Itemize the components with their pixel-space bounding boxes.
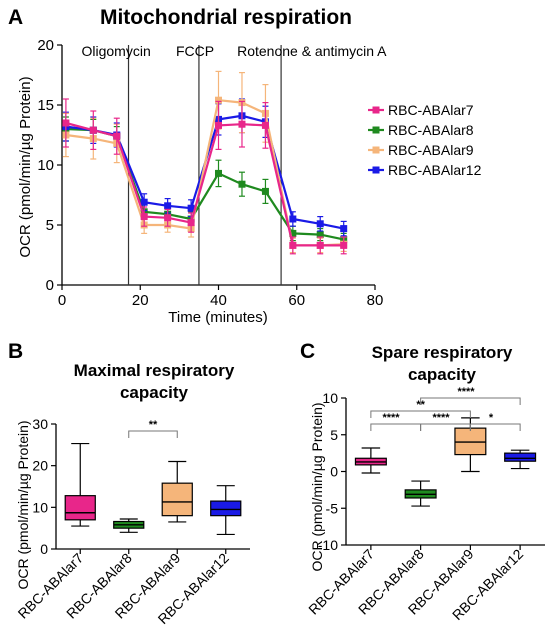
y-tick-label: 0 [46, 277, 54, 294]
y-tick-label: 0 [330, 464, 338, 480]
data-point [164, 202, 172, 210]
significance-label: * [489, 412, 494, 424]
x-tick-label: 40 [210, 292, 227, 309]
series-line [115, 135, 192, 224]
y-tick-label: -10 [318, 537, 338, 553]
panel-label-c: C [300, 340, 315, 363]
significance-label: ** [149, 419, 158, 431]
significance-label: **** [382, 412, 400, 424]
data-point [187, 204, 195, 212]
injection-label: Oligomycin [82, 43, 151, 59]
legend-marker [372, 166, 380, 174]
data-point [316, 241, 324, 249]
data-point [62, 119, 70, 127]
data-point [215, 169, 222, 177]
panel-label-b: B [8, 340, 23, 363]
y-tick-label: 5 [46, 217, 54, 234]
x-tick-label: 0 [58, 292, 66, 309]
y-tick-label: 20 [37, 37, 54, 54]
data-point [89, 126, 97, 134]
y-tick-label: 30 [32, 416, 48, 432]
data-point [187, 219, 195, 227]
chart-b-ylabel: OCR (pmol/min/µg Protein) [15, 420, 31, 589]
data-point [140, 213, 148, 221]
chart-c-ylabel: OCR (pmol/min/µg Protein) [309, 402, 325, 571]
significance-bracket [370, 423, 422, 431]
data-point [261, 187, 269, 195]
series-line [115, 134, 192, 210]
chart-a-xlabel: Time (minutes) [168, 309, 267, 326]
series-line [264, 125, 344, 247]
chart-b-title-line2: capacity [120, 383, 189, 402]
significance-bracket [420, 397, 521, 405]
chart-c: Spare respiratory capacity OCR (pmol/min… [305, 343, 545, 623]
series-line [264, 190, 344, 241]
data-point [238, 180, 246, 188]
panel-label-a: A [8, 6, 23, 29]
chart-a: Mitochondrial respiration OCR (pmol/min/… [17, 6, 482, 326]
significance-label: **** [457, 386, 475, 398]
series-line [264, 121, 344, 230]
box [454, 427, 487, 456]
legend-marker [372, 146, 380, 154]
significance-label: **** [432, 412, 450, 424]
data-point [316, 231, 324, 239]
significance-bracket [370, 410, 471, 418]
data-point [289, 215, 297, 223]
legend-marker [372, 126, 380, 134]
x-tick-label: 60 [288, 292, 305, 309]
data-point [215, 121, 222, 129]
box [161, 482, 193, 517]
data-point [215, 96, 222, 104]
legend-marker [372, 106, 380, 114]
data-point [113, 132, 121, 140]
data-point [289, 229, 297, 237]
data-point [140, 198, 148, 206]
y-tick-label: 10 [32, 499, 48, 515]
series-line [190, 114, 266, 209]
data-point [316, 220, 324, 228]
chart-c-title-line1: Spare respiratory [372, 343, 513, 362]
y-tick-label: 10 [37, 157, 54, 174]
significance-bracket [469, 423, 521, 431]
y-tick-label: 15 [37, 97, 54, 114]
y-tick-label: 0 [40, 541, 48, 557]
legend-label: RBC-ABAlar7 [388, 102, 474, 118]
chart-a-ylabel: OCR (pmol/min/µg Protein) [17, 76, 34, 257]
data-point [340, 241, 348, 249]
y-tick-label: -5 [326, 500, 339, 516]
legend-label: RBC-ABAlar8 [388, 122, 474, 138]
significance-bracket [128, 430, 178, 438]
y-tick-label: 5 [330, 427, 338, 443]
injection-label: Rotenone & antimycin A [237, 43, 387, 59]
chart-c-title-line2: capacity [408, 365, 477, 384]
data-point [238, 120, 246, 128]
data-point [289, 241, 297, 249]
data-point [261, 121, 269, 129]
legend-label: RBC-ABAlar12 [388, 162, 482, 178]
chart-b: Maximal respiratory capacity OCR (pmol/m… [15, 361, 250, 627]
chart-a-title: Mitochondrial respiration [100, 6, 352, 29]
box [504, 452, 537, 462]
series-line [190, 99, 266, 229]
y-tick-label: 10 [322, 390, 338, 406]
box [210, 500, 242, 517]
series-line [115, 143, 192, 230]
legend-label: RBC-ABAlar9 [388, 142, 474, 158]
chart-b-title-line1: Maximal respiratory [74, 361, 235, 380]
injection-label: FCCP [176, 43, 214, 59]
x-tick-label: 80 [367, 292, 384, 309]
x-tick-label: 20 [132, 292, 149, 309]
series-line [190, 171, 266, 220]
data-point [340, 225, 348, 233]
y-tick-label: 20 [32, 458, 48, 474]
series-line [190, 123, 266, 223]
box [64, 495, 96, 521]
data-point [164, 214, 172, 222]
